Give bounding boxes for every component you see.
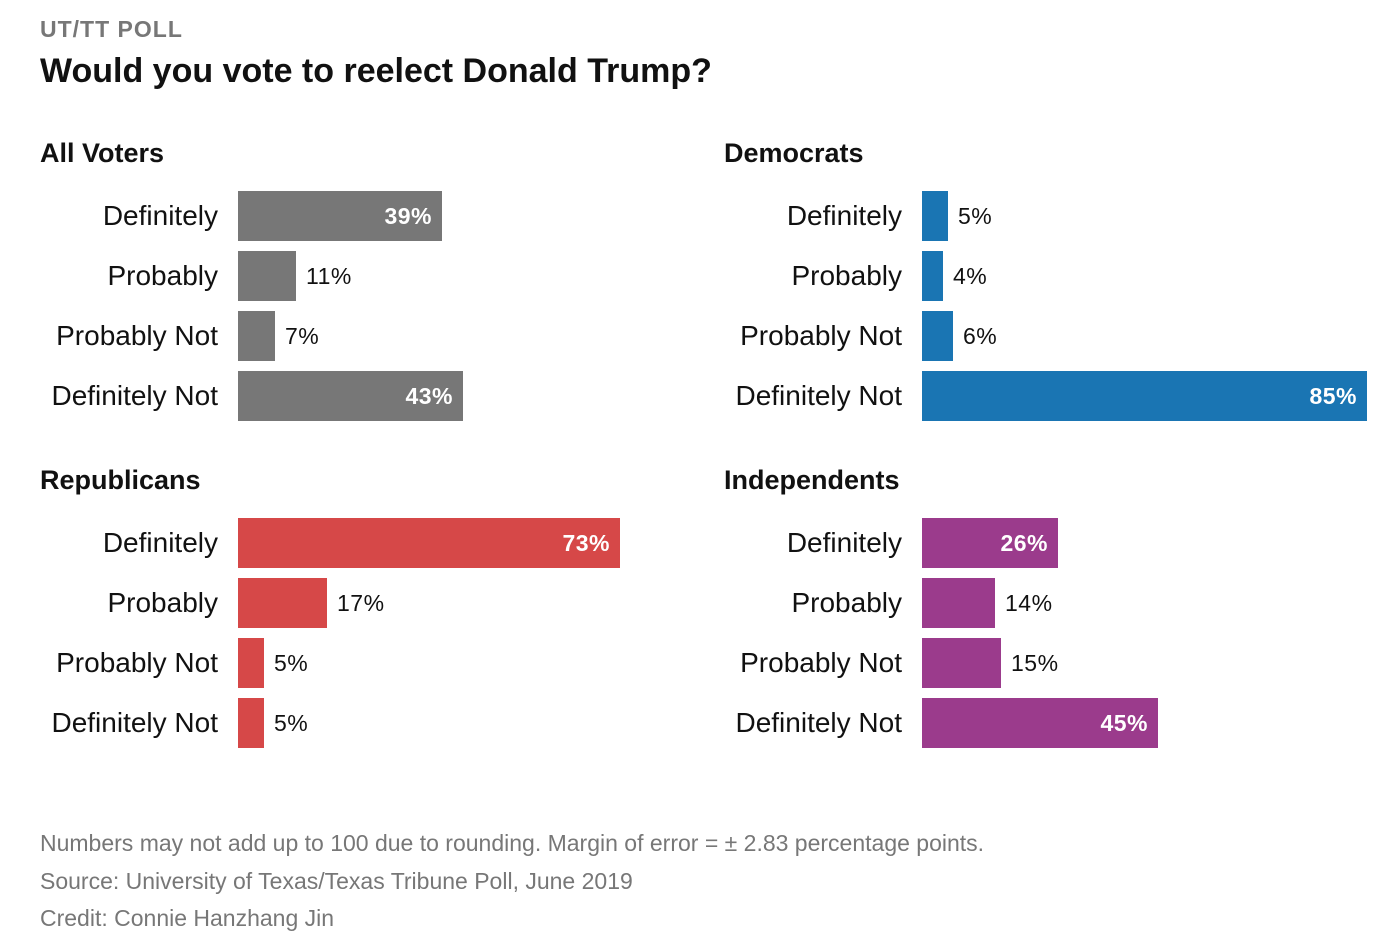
bar [922, 191, 948, 241]
category-label: Definitely Not [51, 380, 218, 411]
rounding-note: Numbers may not add up to 100 due to rou… [40, 830, 985, 856]
bar [238, 698, 264, 748]
independents-row-probably-not: Probably Not 15% [724, 638, 1396, 688]
credit-note: Credit: Connie Hanzhang Jin [40, 905, 335, 931]
bar [238, 518, 620, 568]
data-label: 15% [1011, 650, 1059, 676]
category-label: Definitely [102, 527, 218, 558]
bar [922, 371, 1367, 421]
all-voters-row-definitely: Definitely 39% [40, 191, 720, 241]
bar [238, 578, 327, 628]
category-label: Probably Not [740, 647, 902, 678]
data-label: 85% [1309, 383, 1357, 409]
democrats-panel-title: Democrats [724, 138, 864, 168]
republicans-panel-title: Republicans [40, 465, 201, 495]
bar [238, 638, 264, 688]
all-voters-panel: All Voters Definitely 39% Probably 11% Probab… [40, 136, 720, 436]
republicans-row-definitely-not: Definitely Not 5% [40, 698, 720, 748]
category-label: Definitely Not [735, 707, 902, 738]
source-note: Source: University of Texas/Texas Tribun… [40, 868, 633, 894]
bar [238, 191, 442, 241]
republicans-row-definitely: Definitely 73% [40, 518, 720, 568]
chart-title: Would you vote to reelect Donald Trump? [40, 52, 712, 90]
data-label: 43% [405, 383, 453, 409]
all-voters-row-probably-not: Probably Not 7% [40, 311, 720, 361]
bar [238, 251, 296, 301]
data-label: 26% [1000, 530, 1048, 556]
category-label: Probably [791, 587, 902, 618]
category-label: Probably Not [56, 320, 218, 351]
category-label: Definitely Not [735, 380, 902, 411]
bar [922, 251, 943, 301]
category-label: Definitely Not [51, 707, 218, 738]
democrats-row-definitely: Definitely 5% [724, 191, 1396, 241]
bar [238, 311, 275, 361]
bar [922, 578, 995, 628]
all-voters-row-definitely-not: Definitely Not 43% [40, 371, 720, 421]
data-label: 17% [337, 590, 385, 616]
data-label: 73% [562, 530, 610, 556]
democrats-row-probably-not: Probably Not 6% [724, 311, 1396, 361]
independents-row-probably: Probably 14% [724, 578, 1396, 628]
data-label: 5% [274, 650, 309, 676]
chart-kicker: UT/TT POLL [40, 16, 183, 42]
data-label: 5% [958, 203, 993, 229]
category-label: Definitely [786, 527, 902, 558]
data-label: 45% [1100, 710, 1148, 736]
bar [238, 371, 463, 421]
bar [922, 698, 1158, 748]
republicans-row-probably-not: Probably Not 5% [40, 638, 720, 688]
data-label: 4% [953, 263, 988, 289]
democrats-row-probably: Probably 4% [724, 251, 1396, 301]
category-label: Probably Not [740, 320, 902, 351]
republicans-panel: Republicans Definitely 73% Probably 17% Proba… [40, 463, 720, 763]
independents-panel: Independents Definitely 26% Probably 14% Prob… [724, 463, 1396, 763]
republicans-row-probably: Probably 17% [40, 578, 720, 628]
category-label: Probably [791, 260, 902, 291]
data-label: 11% [306, 263, 352, 289]
data-label: 5% [274, 710, 309, 736]
data-label: 39% [384, 203, 432, 229]
data-label: 14% [1005, 590, 1053, 616]
bar [922, 518, 1058, 568]
democrats-panel: Democrats Definitely 5% Probably 4% Probably … [724, 136, 1396, 436]
independents-row-definitely-not: Definitely Not 45% [724, 698, 1396, 748]
data-label: 7% [285, 323, 320, 349]
category-label: Probably [107, 587, 218, 618]
bar [922, 311, 953, 361]
bar [922, 638, 1001, 688]
category-label: Probably [107, 260, 218, 291]
independents-panel-title: Independents [724, 465, 900, 495]
category-label: Definitely [786, 200, 902, 231]
category-label: Probably Not [56, 647, 218, 678]
all-voters-panel-title: All Voters [40, 138, 165, 168]
data-label: 6% [963, 323, 998, 349]
independents-row-definitely: Definitely 26% [724, 518, 1396, 568]
category-label: Definitely [102, 200, 218, 231]
democrats-row-definitely-not: Definitely Not 85% [724, 371, 1396, 421]
all-voters-row-probably: Probably 11% [40, 251, 720, 301]
